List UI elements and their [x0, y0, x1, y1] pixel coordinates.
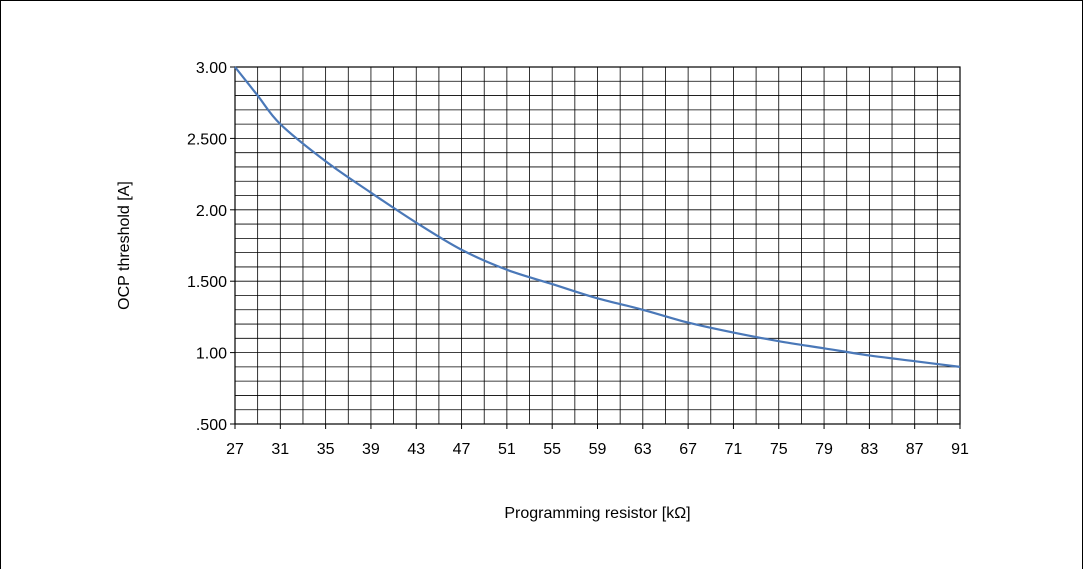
x-tick-label: 27 — [226, 441, 244, 458]
x-tick-label: 47 — [453, 441, 471, 458]
grid — [234, 66, 961, 425]
y-tick-label: 1.00 — [196, 346, 227, 363]
series-line — [234, 66, 961, 368]
x-tick-label: 55 — [543, 441, 561, 458]
x-tick-label: 79 — [815, 441, 833, 458]
y-tick-label: 2.00 — [196, 203, 227, 220]
y-axis-ticks: .500 1.00 1.500 2.00 2.500 3.00 — [187, 60, 235, 434]
x-tick-label: 75 — [770, 441, 788, 458]
x-tick-label: 39 — [362, 441, 380, 458]
x-tick-label: 91 — [951, 441, 969, 458]
x-tick-label: 67 — [679, 441, 697, 458]
x-tick-label: 43 — [407, 441, 425, 458]
x-tick-label: 71 — [725, 441, 743, 458]
y-tick-label: 1.500 — [187, 274, 227, 291]
x-tick-label: 63 — [634, 441, 652, 458]
y-tick-label: 3.00 — [196, 60, 227, 77]
y-tick-label: 2.500 — [187, 131, 227, 148]
x-tick-label: 35 — [317, 441, 335, 458]
x-axis-label: Programming resistor [kΩ] — [504, 505, 690, 522]
x-tick-label: 31 — [271, 441, 289, 458]
x-tick-label: 87 — [906, 441, 924, 458]
x-axis-ticks: 27 31 35 39 43 47 51 55 59 63 67 71 75 79 83 87 91 — [226, 424, 969, 458]
x-tick-label: 83 — [860, 441, 878, 458]
x-tick-label: 51 — [498, 441, 516, 458]
y-axis-label: OCP threshold [A] — [116, 181, 133, 310]
x-tick-label: 59 — [589, 441, 607, 458]
y-tick-label: .500 — [196, 417, 227, 434]
